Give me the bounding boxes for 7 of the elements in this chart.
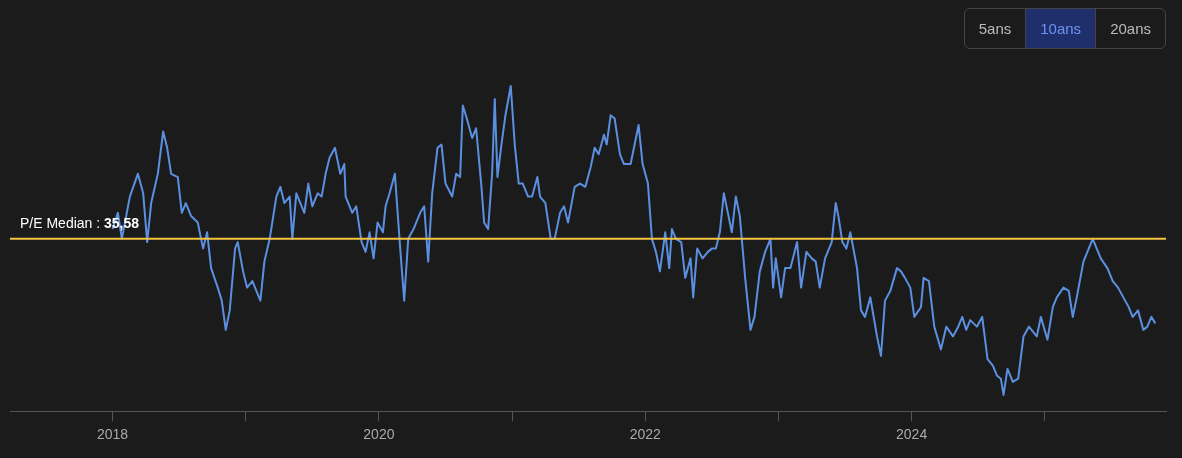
- x-tick-label: 2022: [629, 426, 662, 443]
- x-tick-label: 2018: [96, 426, 129, 443]
- text: 5ans: [977, 19, 1013, 39]
- text: 10ans: [1025, 9, 1096, 48]
- x-tick-label: 2024: [896, 426, 928, 443]
- x-tick-label: 2020: [363, 426, 395, 443]
- text: 20ans: [1095, 9, 1165, 48]
